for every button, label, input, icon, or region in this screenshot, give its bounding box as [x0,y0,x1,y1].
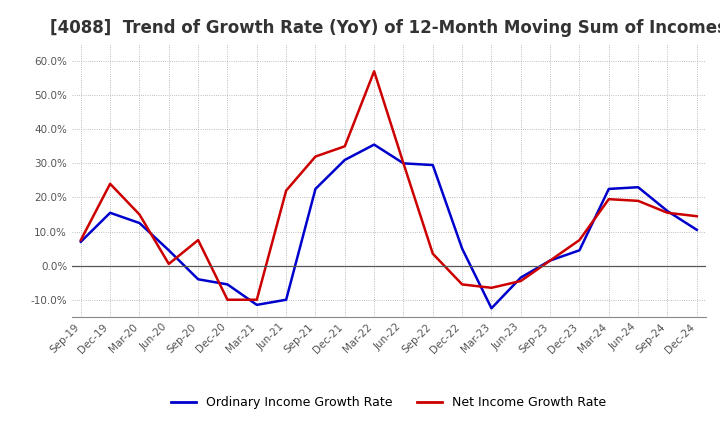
Line: Ordinary Income Growth Rate: Ordinary Income Growth Rate [81,145,697,308]
Net Income Growth Rate [341,143,349,149]
Ordinary Income Growth Rate [282,297,290,302]
Net Income Growth Rate [605,197,613,202]
Ordinary Income Growth Rate [223,282,232,287]
Title: [4088]  Trend of Growth Rate (YoY) of 12-Month Moving Sum of Incomes: [4088] Trend of Growth Rate (YoY) of 12-… [50,19,720,37]
Net Income Growth Rate [516,279,525,284]
Ordinary Income Growth Rate [546,258,554,263]
Ordinary Income Growth Rate [428,162,437,168]
Ordinary Income Growth Rate [693,227,701,232]
Ordinary Income Growth Rate [575,248,584,253]
Net Income Growth Rate [164,261,173,267]
Ordinary Income Growth Rate [634,185,642,190]
Net Income Growth Rate [76,238,85,243]
Ordinary Income Growth Rate [487,306,496,311]
Ordinary Income Growth Rate [164,248,173,253]
Ordinary Income Growth Rate [135,220,144,226]
Net Income Growth Rate [428,251,437,257]
Net Income Growth Rate [223,297,232,302]
Line: Net Income Growth Rate: Net Income Growth Rate [81,71,697,300]
Net Income Growth Rate [135,212,144,217]
Ordinary Income Growth Rate [458,246,467,251]
Net Income Growth Rate [282,188,290,193]
Net Income Growth Rate [487,285,496,290]
Net Income Growth Rate [634,198,642,203]
Ordinary Income Growth Rate [341,157,349,162]
Net Income Growth Rate [546,258,554,263]
Ordinary Income Growth Rate [516,275,525,280]
Net Income Growth Rate [458,282,467,287]
Legend: Ordinary Income Growth Rate, Net Income Growth Rate: Ordinary Income Growth Rate, Net Income … [166,391,611,414]
Net Income Growth Rate [663,210,672,216]
Net Income Growth Rate [693,213,701,219]
Ordinary Income Growth Rate [605,186,613,191]
Ordinary Income Growth Rate [663,209,672,214]
Ordinary Income Growth Rate [311,186,320,191]
Net Income Growth Rate [106,181,114,187]
Ordinary Income Growth Rate [399,161,408,166]
Net Income Growth Rate [253,297,261,302]
Net Income Growth Rate [194,238,202,243]
Ordinary Income Growth Rate [76,239,85,244]
Net Income Growth Rate [311,154,320,159]
Ordinary Income Growth Rate [106,210,114,216]
Ordinary Income Growth Rate [370,142,379,147]
Net Income Growth Rate [370,69,379,74]
Ordinary Income Growth Rate [253,302,261,308]
Ordinary Income Growth Rate [194,277,202,282]
Net Income Growth Rate [575,238,584,243]
Net Income Growth Rate [399,161,408,166]
